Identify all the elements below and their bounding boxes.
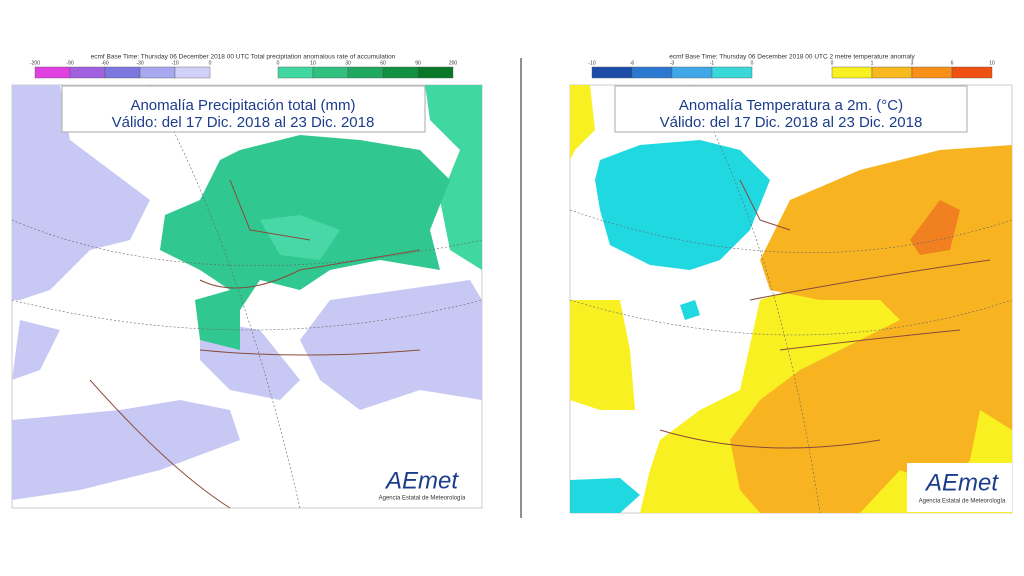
colorbar-tick: -10 — [588, 60, 595, 66]
colorbar-tick: -30 — [136, 60, 143, 66]
colorbar-box — [277, 66, 314, 79]
colorbar-box — [831, 66, 873, 79]
colorbar-box — [871, 66, 913, 79]
colorbar-tick: 30 — [345, 60, 351, 66]
colorbar-tick: 90 — [415, 60, 421, 66]
logo-box — [907, 463, 1012, 512]
temperature-map — [569, 84, 1013, 514]
colorbar-box — [951, 66, 993, 79]
colorbar-tick: -90 — [66, 60, 73, 66]
precip-map — [11, 84, 483, 509]
colorbar-tick: 10 — [989, 60, 995, 66]
colorbar-tick: 0 — [209, 60, 212, 66]
colorbar-box — [69, 66, 106, 79]
colorbar-tick: 1 — [871, 60, 874, 66]
logo-brand: AEmet — [384, 467, 459, 494]
logo-agency: Agencia Estatal de Meteorología — [379, 496, 466, 502]
logo-agency: Agencia Estatal de Meteorología — [919, 499, 1006, 505]
colorbar-box — [312, 66, 349, 79]
colorbar-box — [631, 66, 673, 79]
map-subtitle: Válido: del 17 Dic. 2018 al 23 Dic. 2018 — [112, 114, 375, 131]
colorbar-box — [417, 66, 454, 79]
colorbar-box — [174, 66, 211, 79]
header: ecmf Base Time: Thursday 06 December 201… — [669, 54, 915, 61]
map-title: Anomalía Temperatura a 2m. (°C) — [679, 97, 903, 114]
colorbar-box — [347, 66, 384, 79]
colorbar-tick: 200 — [449, 60, 458, 66]
colorbar-box — [139, 66, 176, 79]
colorbar-tick: 0 — [751, 60, 754, 66]
colorbar-tick: -3 — [670, 60, 675, 66]
colorbar-tick: 0 — [277, 60, 280, 66]
map-subtitle: Válido: del 17 Dic. 2018 al 23 Dic. 2018 — [660, 114, 923, 131]
logo-brand: AEmet — [924, 469, 999, 496]
map-title: Anomalía Precipitación total (mm) — [130, 97, 355, 114]
colorbar-tick: -60 — [101, 60, 108, 66]
colorbar-tick: 3 — [911, 60, 914, 66]
colorbar-box — [382, 66, 419, 79]
colorbar-box — [34, 66, 71, 79]
colorbar-tick: 60 — [380, 60, 386, 66]
colorbar-box — [671, 66, 713, 79]
header: ecmf Base Time: Thursday 06 December 201… — [91, 54, 396, 61]
colorbar-tick: -6 — [630, 60, 635, 66]
title-box — [61, 85, 426, 133]
colorbar-box — [911, 66, 953, 79]
colorbar-box — [711, 66, 753, 79]
colorbar-box — [591, 66, 633, 79]
title-box — [614, 85, 968, 133]
colorbar-tick: 6 — [951, 60, 954, 66]
colorbar-box — [104, 66, 141, 79]
colorbar-tick: -1 — [710, 60, 715, 66]
colorbar-tick: -10 — [171, 60, 178, 66]
colorbar-tick: 0 — [831, 60, 834, 66]
colorbar-tick: -200 — [30, 60, 40, 66]
colorbar-tick: 10 — [310, 60, 316, 66]
